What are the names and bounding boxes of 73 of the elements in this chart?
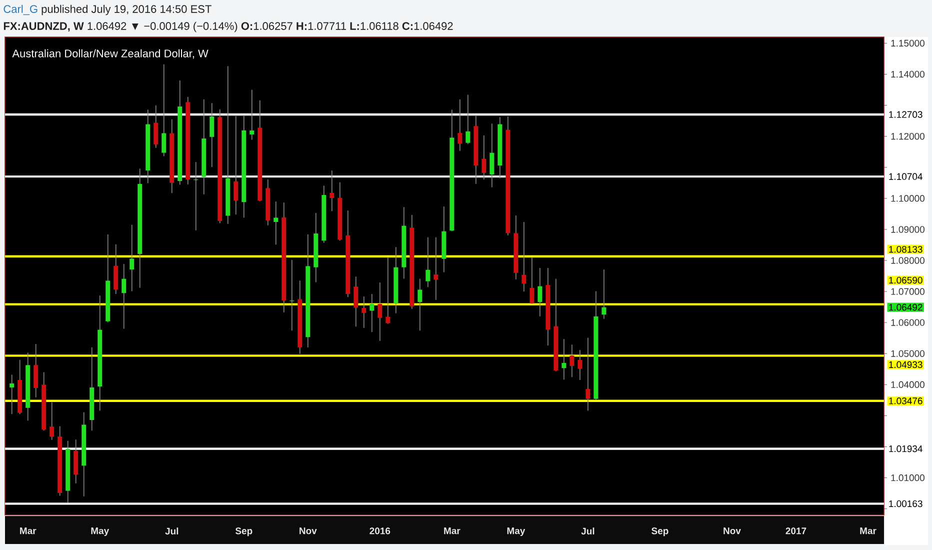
ref-line-label: 1.10704 — [889, 173, 922, 180]
candlestick — [578, 349, 582, 380]
x-tick-label: May — [91, 528, 110, 536]
ref-line-label: 1.12703 — [889, 111, 922, 118]
candlestick — [586, 337, 590, 412]
candlestick — [570, 344, 574, 378]
y-tick-label: 1.12000 — [891, 132, 924, 140]
candlestick — [522, 222, 526, 292]
candlestick — [234, 116, 238, 215]
candlestick — [466, 94, 470, 144]
x-tick-label: Jul — [581, 528, 594, 535]
ref-line-label: 1.04933 — [889, 361, 922, 368]
candlestick — [538, 268, 542, 317]
y-tick-label: 1.06000 — [891, 319, 924, 326]
candlestick — [330, 170, 334, 212]
x-tick-label: Mar — [860, 528, 876, 534]
candlestick — [426, 236, 430, 288]
candlestick — [602, 269, 606, 320]
candlestick — [10, 374, 14, 415]
ref-line-label: 1.06590 — [889, 276, 922, 284]
y-tick-label: 1.07000 — [891, 288, 924, 295]
y-tick-label: 1.15000 — [891, 40, 924, 47]
candlestick — [34, 344, 38, 398]
y-tick-label: 1.09000 — [891, 226, 924, 233]
candlestick — [530, 256, 534, 304]
text: Australian Dollar/New Zealand Dollar, W — [12, 49, 208, 59]
candlestick — [370, 294, 374, 333]
ref-line-label: 1.08133 — [889, 246, 922, 253]
candlestick — [490, 123, 494, 188]
text: Carl_G — [4, 4, 38, 16]
x-tick-label: 2016 — [370, 528, 390, 534]
text: O:1.06257 H:1.07711 L:1.06118 C:1.06492 — [241, 22, 453, 30]
candlestick — [354, 276, 358, 327]
candlestick — [386, 256, 390, 324]
candlestick — [74, 439, 78, 484]
candlestick — [378, 282, 382, 342]
x-tick-label: Jul — [165, 528, 178, 535]
ref-line-label: 1.00163 — [889, 500, 922, 508]
candlestick — [418, 278, 422, 332]
text: published July 19, 2016 14:50 EST — [42, 4, 212, 16]
x-tick-label: Sep — [235, 528, 252, 536]
candlestick — [154, 104, 158, 148]
ref-line-label: 1.01934 — [889, 445, 922, 452]
ref-line-label: 1.03476 — [889, 398, 922, 404]
candlestick — [458, 98, 462, 152]
candlestick — [274, 201, 278, 246]
candlestick — [362, 296, 366, 328]
x-tick-label: Mar — [20, 528, 36, 534]
x-tick-label: May — [507, 528, 526, 536]
y-tick-label: 1.05000 — [891, 350, 924, 357]
x-tick-label: Sep — [652, 528, 668, 536]
text: 1.06492 — [889, 304, 922, 311]
candlestick — [482, 134, 486, 180]
text: 1.06492 ▼ −0.00149 (−0.14%) — [88, 22, 238, 32]
candlestick — [50, 402, 54, 440]
y-tick-label: 1.01000 — [891, 474, 924, 482]
candlestick — [250, 89, 254, 140]
candlestick — [162, 64, 166, 157]
x-tick-label: Nov — [300, 528, 317, 534]
y-tick-label: 1.14000 — [891, 70, 924, 78]
x-tick-label: Mar — [444, 528, 460, 534]
candlestick — [114, 244, 118, 294]
y-tick-label: 1.10000 — [891, 195, 924, 202]
text: FX:AUDNZD, W — [4, 22, 84, 32]
y-tick-label: 1.08000 — [891, 257, 924, 264]
candlestick — [122, 263, 126, 330]
candlestick — [130, 224, 134, 292]
candlestick — [562, 338, 566, 380]
candlestick — [434, 236, 438, 300]
x-tick-label: 2017 — [786, 528, 806, 534]
y-tick-label: 1.04000 — [891, 381, 924, 388]
x-tick-label: Nov — [724, 528, 741, 534]
candlestick — [210, 102, 214, 168]
